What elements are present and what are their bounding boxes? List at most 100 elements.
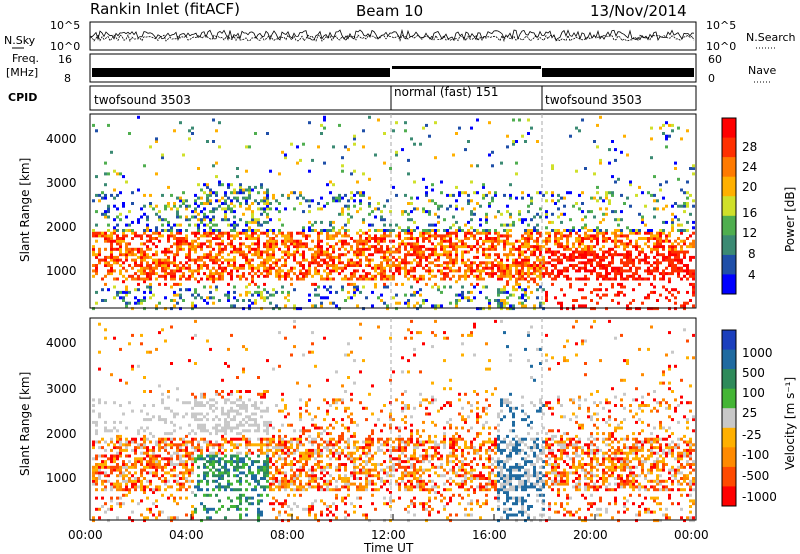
heatmap-cell [260, 185, 263, 189]
heatmap-cell [674, 266, 677, 270]
heatmap-cell [476, 282, 479, 286]
heatmap-cell [170, 485, 173, 489]
heatmap-cell [272, 474, 275, 478]
heatmap-cell [332, 245, 335, 249]
heatmap-cell [353, 274, 356, 278]
heatmap-cell [551, 272, 554, 276]
heatmap-cell [581, 255, 584, 259]
heatmap-cell [227, 207, 230, 211]
heatmap-cell [422, 207, 425, 211]
heatmap-cell [134, 488, 137, 492]
heatmap-cell [350, 258, 353, 262]
heatmap-cell [692, 272, 695, 276]
heatmap-cell [92, 307, 95, 311]
heatmap-cell [557, 250, 560, 254]
heatmap-cell [362, 245, 365, 249]
heatmap-cell [524, 231, 527, 235]
heatmap-cell [278, 510, 281, 514]
heatmap-cell [194, 245, 197, 249]
heatmap-cell [530, 126, 533, 130]
heatmap-cell [104, 274, 107, 278]
heatmap-cell [92, 123, 95, 127]
heatmap-cell [299, 242, 302, 246]
heatmap-cell [359, 229, 362, 232]
heatmap-cell [518, 296, 521, 300]
heatmap-cell [620, 266, 623, 270]
heatmap-cell [455, 261, 458, 265]
heatmap-cell [572, 304, 575, 308]
heatmap-cell [116, 434, 119, 438]
heatmap-cell [395, 234, 398, 238]
heatmap-cell [98, 463, 101, 466]
heatmap-cell [161, 274, 164, 278]
heatmap-cell [587, 261, 590, 265]
heatmap-cell [413, 245, 416, 249]
heatmap-cell [158, 485, 161, 489]
heatmap-cell [209, 296, 212, 300]
heatmap-cell [620, 285, 623, 289]
heatmap-cell [302, 210, 305, 214]
heatmap-cell [284, 451, 287, 455]
heatmap-cell [569, 255, 572, 259]
heatmap-cell [173, 499, 176, 503]
heatmap-cell [326, 266, 329, 270]
heatmap-cell [470, 210, 473, 214]
heatmap-cell [200, 234, 203, 238]
heatmap-cell [227, 234, 230, 238]
heatmap-cell [170, 261, 173, 265]
heatmap-cell [545, 247, 548, 251]
heatmap-cell [356, 242, 359, 246]
heatmap-cell [263, 258, 266, 262]
heatmap-cell [446, 272, 449, 276]
heatmap-cell [131, 437, 134, 441]
heatmap-cell [95, 465, 98, 469]
heatmap-cell [656, 266, 659, 270]
heatmap-cell [512, 142, 515, 146]
heatmap-cell [518, 269, 521, 273]
heatmap-cell [134, 231, 137, 235]
heatmap-cell [347, 250, 350, 254]
heatmap-cell [338, 474, 341, 478]
heatmap-cell [365, 264, 368, 267]
heatmap-cell [233, 488, 236, 492]
heatmap-cell [575, 264, 578, 267]
heatmap-cell [482, 242, 485, 246]
heatmap-cell [326, 482, 329, 486]
heatmap-cell [236, 191, 239, 195]
heatmap-cell [272, 454, 275, 458]
heatmap-cell [668, 299, 671, 302]
heatmap-cell [500, 299, 503, 302]
heatmap-cell [296, 250, 299, 254]
heatmap-cell [227, 423, 230, 427]
heatmap-cell [191, 293, 194, 297]
heatmap-cell [284, 272, 287, 276]
heatmap-cell [269, 207, 272, 211]
heatmap-cell [395, 293, 398, 297]
heatmap-cell [212, 398, 215, 402]
heatmap-cell [104, 299, 107, 302]
heatmap-cell [575, 255, 578, 259]
heatmap-cell [233, 215, 236, 219]
heatmap-cell [275, 272, 278, 276]
heatmap-cell [122, 290, 125, 294]
heatmap-cell [248, 502, 251, 506]
freq-left-label: Freq. [12, 52, 39, 65]
heatmap-cell [362, 218, 365, 222]
heatmap-cell [329, 277, 332, 281]
heatmap-cell [221, 477, 224, 480]
heatmap-cell [524, 255, 527, 259]
heatmap-cell [146, 412, 149, 416]
heatmap-cell [506, 145, 509, 149]
heatmap-cell [686, 180, 689, 184]
heatmap-cell [239, 231, 242, 235]
heatmap-cell [125, 463, 128, 466]
heatmap-cell [194, 493, 197, 497]
heatmap-cell [359, 239, 362, 243]
heatmap-cell [479, 307, 482, 311]
heatmap-cell [599, 231, 602, 235]
heatmap-cell [623, 234, 626, 238]
heatmap-cell [344, 242, 347, 246]
heatmap-cell [524, 272, 527, 276]
heatmap-cell [326, 378, 329, 382]
heatmap-cell [374, 239, 377, 243]
